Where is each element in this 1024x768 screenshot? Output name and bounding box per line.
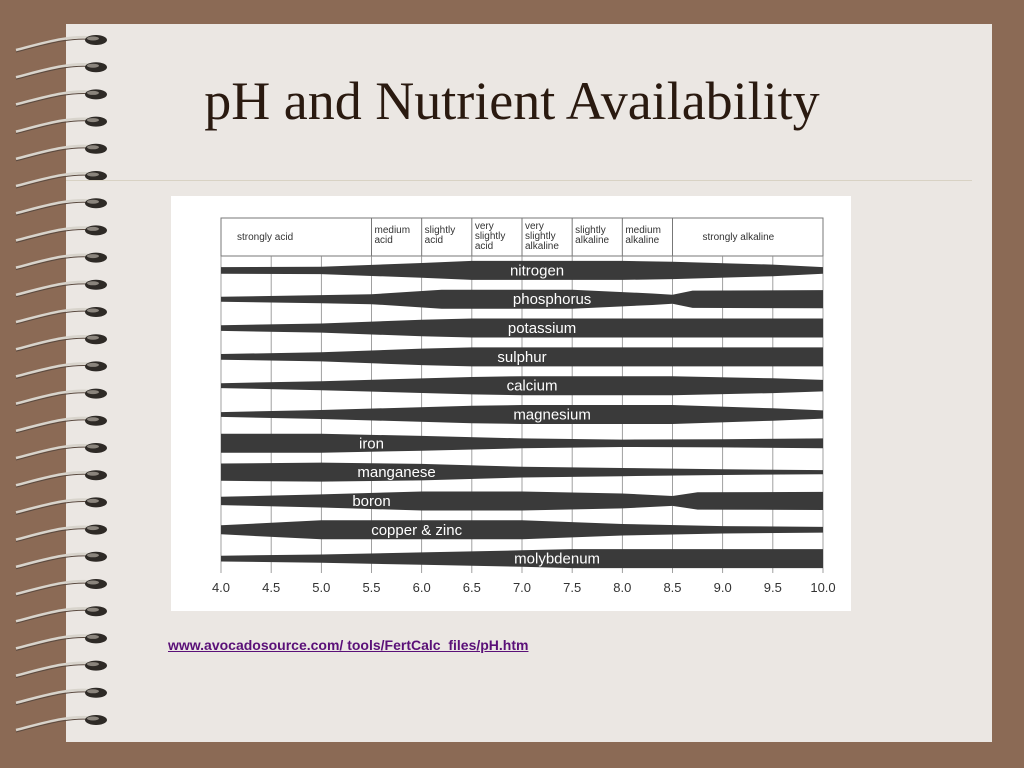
spiral-ring-icon — [15, 551, 107, 570]
spiral-ring-icon — [15, 388, 107, 407]
nutrient-band — [221, 289, 823, 309]
nutrient-label: nitrogen — [510, 262, 564, 279]
nutrient-label: potassium — [508, 320, 576, 337]
spiral-ring-icon — [15, 633, 107, 651]
ph-range-label: very slightly acid — [475, 221, 506, 252]
x-tick-label: 8.5 — [663, 580, 681, 595]
nutrient-band — [221, 376, 823, 396]
nutrient-band — [221, 347, 823, 367]
x-tick-label: 6.0 — [413, 580, 431, 595]
spiral-ring-icon — [15, 62, 107, 80]
x-tick-label: 7.5 — [563, 580, 581, 595]
ph-range-label: slightly alkaline — [575, 225, 609, 246]
x-tick-label: 4.5 — [262, 580, 280, 595]
spiral-binding — [15, 35, 107, 733]
spiral-ring-icon — [15, 687, 107, 706]
nutrient-band — [221, 549, 823, 569]
spiral-ring-icon — [15, 171, 107, 189]
spiral-ring-icon — [15, 225, 107, 243]
spiral-ring-icon — [15, 35, 107, 53]
nutrient-band — [221, 318, 823, 338]
nutrient-label: calcium — [507, 378, 558, 395]
nutrient-label: molybdenum — [514, 551, 600, 568]
x-tick-label: 9.5 — [764, 580, 782, 595]
x-tick-label: 8.0 — [613, 580, 631, 595]
spiral-ring-icon — [15, 307, 107, 325]
spiral-ring-icon — [15, 198, 107, 216]
spiral-ring-icon — [15, 660, 107, 679]
ph-range-label: very slightly alkaline — [525, 221, 559, 252]
spiral-ring-icon — [15, 715, 107, 733]
ph-range-label: slightly acid — [425, 225, 456, 246]
ph-range-label: strongly acid — [237, 232, 293, 243]
x-tick-label: 6.5 — [463, 580, 481, 595]
spiral-ring-icon — [15, 579, 107, 597]
x-tick-label: 5.0 — [312, 580, 330, 595]
spiral-ring-icon — [15, 279, 107, 298]
ph-range-label: medium alkaline — [625, 225, 661, 246]
ph-range-label: strongly alkaline — [703, 232, 775, 243]
chart-svg: strongly acid medium acid slightly acid very s… — [212, 217, 836, 595]
nutrient-band — [221, 433, 823, 453]
source-link[interactable]: www.avocadosource.com/ tools/FertCalc_fi… — [168, 637, 529, 653]
spiral-ring-icon — [15, 361, 107, 379]
spiral-ring-icon — [15, 89, 107, 107]
ph-range-label: medium acid — [375, 225, 411, 246]
spiral-ring-icon — [15, 470, 107, 488]
nutrient-label: manganese — [357, 464, 435, 481]
spiral-ring-icon — [15, 443, 107, 461]
spiral-ring-icon — [15, 116, 107, 135]
spiral-ring-icon — [15, 524, 107, 543]
slide-title: pH and Nutrient Availability — [204, 71, 820, 131]
x-tick-label: 10.0 — [810, 580, 835, 595]
spiral-ring-icon — [15, 334, 107, 352]
nutrient-label: iron — [359, 435, 384, 452]
spiral-ring-icon — [15, 497, 107, 515]
title-divider — [66, 180, 972, 181]
spiral-ring-icon — [15, 415, 107, 434]
x-tick-label: 5.5 — [362, 580, 380, 595]
x-tick-label: 9.0 — [714, 580, 732, 595]
nutrient-label: magnesium — [513, 407, 591, 424]
spiral-ring-icon — [15, 252, 107, 271]
spiral-ring-icon — [15, 606, 107, 624]
nutrient-band — [221, 260, 823, 280]
nutrient-band — [221, 462, 823, 482]
nutrient-label: phosphorus — [513, 291, 591, 308]
nutrient-band — [221, 405, 823, 424]
spiral-ring-icon — [15, 143, 107, 162]
nutrient-label: sulphur — [497, 349, 546, 366]
nutrient-availability-chart: strongly acid medium acid slightly acid very s… — [171, 196, 851, 611]
x-tick-label: 7.0 — [513, 580, 531, 595]
x-tick-label: 4.0 — [212, 580, 230, 595]
nutrient-band — [221, 520, 823, 540]
nutrient-label: copper & zinc — [371, 522, 462, 539]
nutrient-band — [221, 491, 823, 511]
nutrient-label: boron — [352, 493, 390, 510]
